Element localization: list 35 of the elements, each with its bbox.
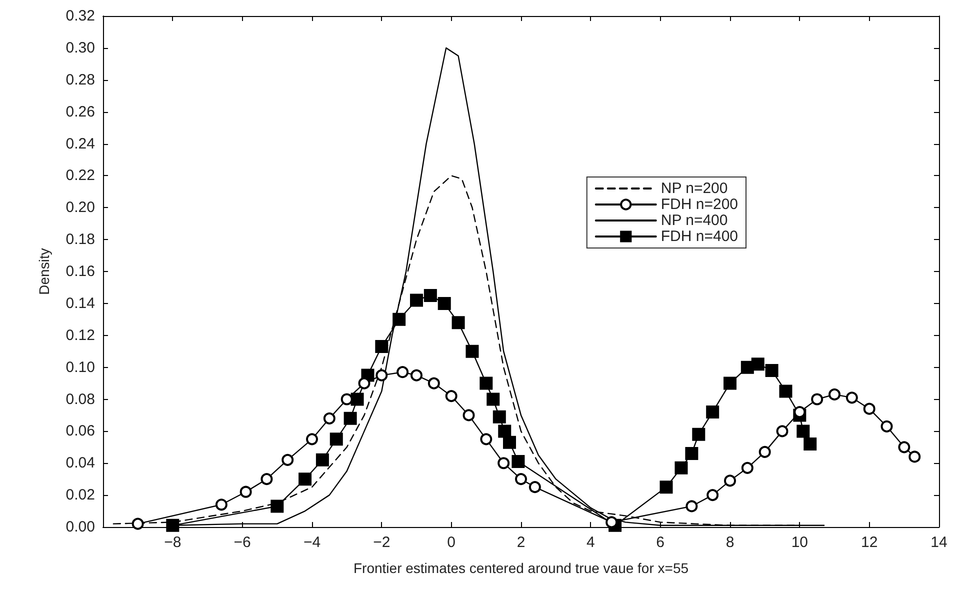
y-tick-label: 0.04: [66, 454, 95, 472]
y-tick-label: 0.32: [66, 8, 95, 24]
y-tick-label: 0.00: [66, 518, 95, 536]
y-tick-label: 0.20: [66, 199, 95, 216]
legend-label: NP n=400: [660, 212, 728, 229]
x-axis-title: Frontier estimates centered around true vaue for x=55: [353, 560, 689, 576]
y-tick-label: 0.08: [66, 390, 95, 408]
y-tick-label: 0.28: [66, 71, 95, 88]
y-tick-label: 0.02: [66, 486, 95, 504]
x-tick-label: −6: [234, 534, 251, 551]
y-tick-label: 0.12: [66, 326, 95, 344]
y-tick-label: 0.24: [66, 135, 95, 152]
legend-label: FDH n=400: [660, 228, 738, 245]
y-tick-label: 0.16: [66, 263, 95, 280]
y-tick-label: 0.10: [66, 358, 95, 376]
x-tick-label: 8: [726, 534, 734, 551]
x-tick-label: 12: [860, 534, 878, 551]
x-tick-label: 2: [516, 534, 526, 551]
y-tick-label: 0.14: [66, 294, 95, 312]
x-tick-label: 14: [930, 534, 948, 551]
legend-label: NP n=200: [660, 180, 728, 197]
x-tick-label: −4: [303, 534, 321, 551]
x-tick-label: 0: [447, 534, 456, 551]
x-tick-label: 10: [791, 534, 808, 551]
legend-label: FDH n=200: [660, 196, 738, 213]
y-tick-label: 0.26: [66, 103, 95, 120]
y-tick-label: 0.06: [66, 422, 95, 440]
x-tick-label: 6: [656, 534, 665, 551]
y-axis-title: Density: [36, 248, 52, 295]
y-tick-label: 0.30: [66, 39, 95, 56]
y-tick-label: 0.18: [66, 231, 95, 248]
x-tick-label: −8: [164, 534, 182, 551]
y-tick-label: 0.22: [66, 167, 95, 184]
x-tick-label: −2: [373, 534, 390, 551]
x-tick-label: 4: [586, 534, 595, 551]
